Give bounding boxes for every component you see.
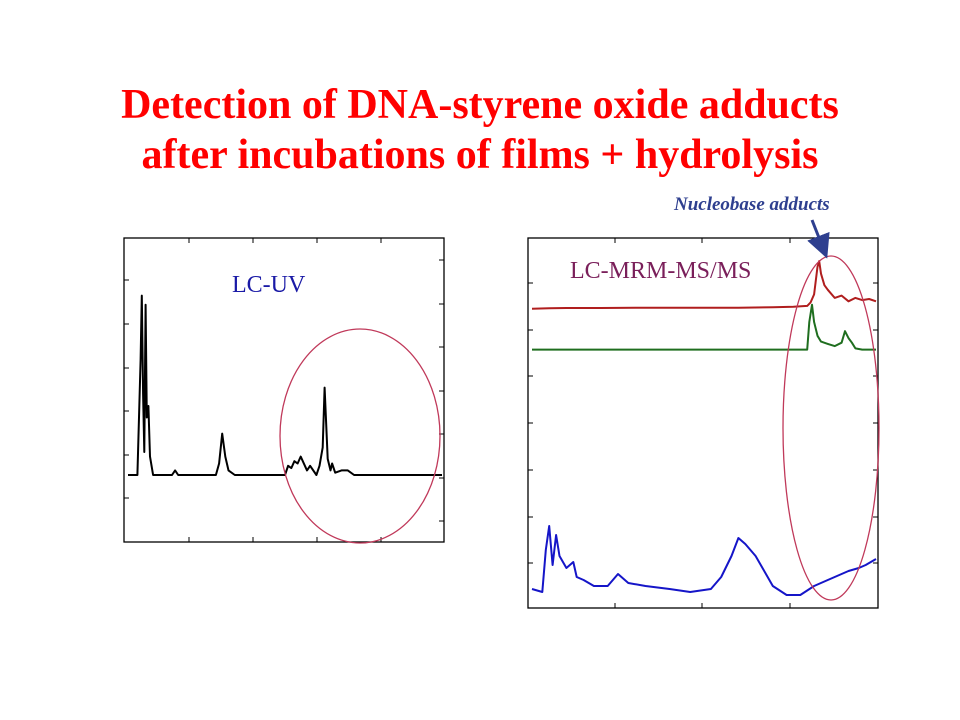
slide-title-line-2: after incubations of films + hydrolysis	[141, 132, 819, 178]
slide-title-line-1: Detection of DNA-styrene oxide adducts	[121, 82, 839, 128]
lc-msms-plot-frame	[527, 237, 879, 609]
lc-uv-label: LC-UV	[232, 272, 306, 298]
lc-uv-plot-frame	[123, 237, 445, 543]
nucleobase-adducts-annotation: Nucleobase adducts	[674, 194, 830, 215]
lc-uv-trace-0	[128, 294, 442, 476]
lc-msms-trace-0	[531, 260, 877, 310]
lc-msms-label: LC-MRM-MS/MS	[570, 258, 751, 284]
lc-msms-trace-1	[532, 303, 876, 351]
lc-msms-trace-2	[531, 525, 877, 596]
slide-title: Detection of DNA-styrene oxide adducts a…	[0, 80, 960, 180]
lc-uv-highlight-ellipse	[279, 328, 441, 544]
lc-msms-highlight-ellipse	[782, 255, 880, 601]
annotation-arrow	[807, 219, 830, 259]
